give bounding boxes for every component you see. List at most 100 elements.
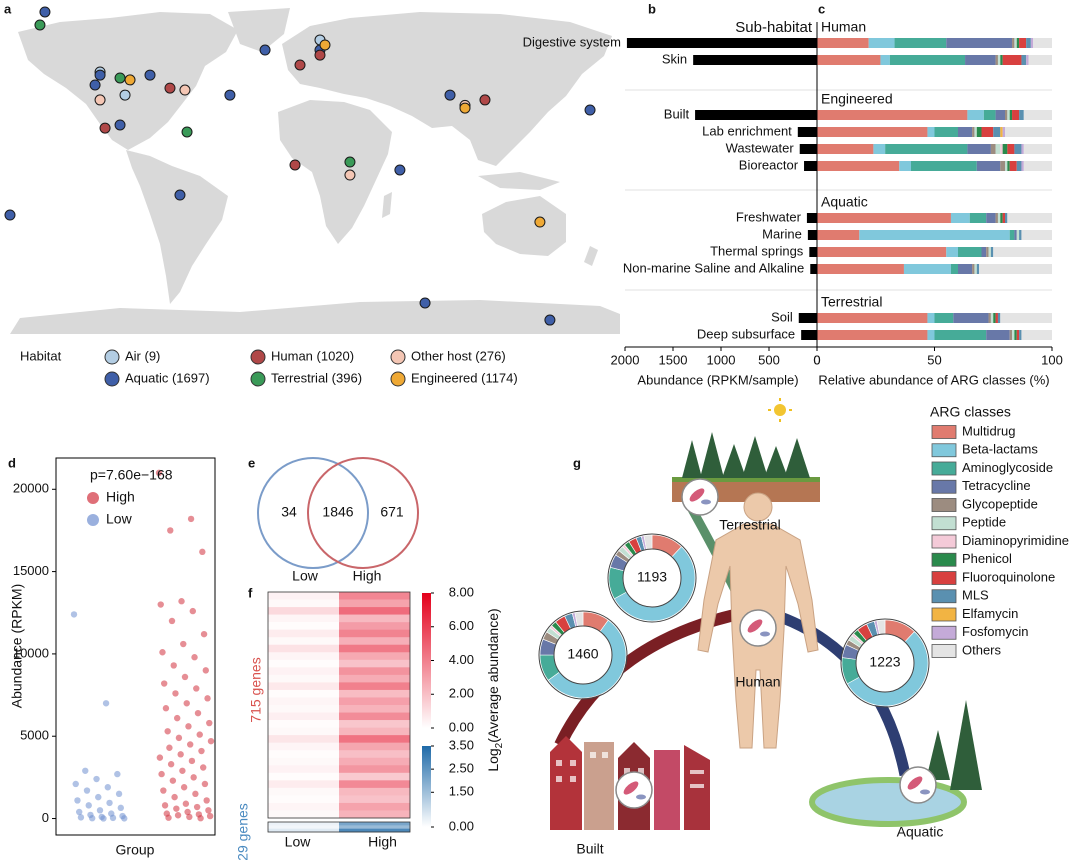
point: [82, 767, 89, 774]
point: [197, 815, 204, 822]
bar-segment: [1019, 230, 1022, 240]
heat-cell: [339, 720, 410, 728]
bar-segment: [1002, 144, 1008, 154]
bar-segment: [967, 144, 991, 154]
bar-segment: [1016, 330, 1020, 340]
bar-segment: [986, 247, 989, 257]
point: [183, 700, 190, 707]
point: [189, 607, 196, 615]
magnifiers: [615, 478, 937, 809]
point: [180, 784, 188, 791]
bar-segment: [1021, 55, 1027, 65]
bar-segment: [1021, 230, 1052, 240]
bar-segment: [1005, 161, 1008, 171]
legend-label: Glycopeptide: [962, 496, 1038, 511]
point: [70, 611, 78, 618]
legend-marker: [250, 371, 266, 387]
legend-swatch: [931, 625, 957, 640]
tree: [950, 700, 982, 790]
bar-segment: [927, 127, 935, 137]
column-label: High: [368, 834, 397, 850]
colorbar-tick-label: 3.50: [449, 737, 474, 752]
category-label: Marine: [762, 226, 802, 241]
bar-segment: [997, 55, 1001, 65]
node-label: Aquatic: [897, 824, 944, 840]
bar-segment: [946, 247, 958, 257]
heat-cell: [339, 644, 410, 653]
bar-segment: [993, 247, 1052, 257]
legend-label: Tetracycline: [962, 478, 1031, 493]
bar-segment: [988, 247, 991, 257]
bar-segment: [1019, 38, 1027, 48]
heat-cell: [339, 825, 410, 829]
group-label: Aquatic: [821, 194, 868, 210]
point: [179, 767, 186, 774]
heat-cell: [268, 795, 339, 804]
bar-segment: [993, 313, 996, 323]
bar-segment: [990, 247, 994, 257]
bar-segment: [1009, 110, 1013, 120]
venn-count: 34: [281, 504, 297, 520]
x-tick-label: 1500: [659, 352, 688, 367]
heat-cell: [268, 810, 339, 819]
bar-segment: [967, 110, 984, 120]
colorbar-tick-label: 1.50: [449, 784, 474, 799]
colorbar-tick-label: 0.00: [449, 719, 474, 734]
point: [166, 744, 173, 751]
legend-swatch: [931, 425, 957, 439]
point: [186, 813, 193, 821]
illustration: [550, 398, 982, 830]
legend-swatch: [931, 516, 957, 531]
category-label: Non-marine Saline and Alkaline: [623, 260, 804, 275]
heat-cell: [268, 637, 339, 646]
heat-cell: [339, 712, 410, 721]
point: [164, 728, 171, 735]
legend-marker: [104, 349, 120, 365]
point: [178, 598, 185, 605]
heat-cell: [339, 607, 410, 615]
legend-label: Beta-lactams: [962, 442, 1038, 457]
bar-segment: [1002, 55, 1022, 65]
point: [192, 790, 199, 798]
point: [171, 793, 178, 801]
legend-label: Human (1020): [271, 348, 354, 363]
set-label: High: [353, 568, 382, 584]
bar-segment: [817, 330, 928, 340]
colorbar-tick-label: 6.00: [449, 618, 474, 633]
point: [83, 787, 91, 794]
venn-count: 1846: [322, 504, 353, 520]
microbe: [636, 794, 646, 800]
tree: [682, 440, 702, 478]
heat-cell: [268, 720, 339, 728]
window: [556, 776, 562, 782]
window: [690, 784, 704, 788]
bar-segment: [976, 127, 982, 137]
legend-swatch: [931, 479, 957, 494]
antarctica: [10, 300, 620, 334]
building: [584, 742, 614, 830]
legend-label: Multidrug: [962, 423, 1015, 438]
bar: [693, 55, 817, 65]
colorbar: [422, 593, 431, 728]
heat-cell: [339, 689, 410, 698]
heat-cell: [268, 592, 339, 600]
bar-segment: [1016, 161, 1022, 171]
bar-segment: [873, 144, 886, 154]
bar-segment: [1000, 127, 1003, 137]
bar-segment: [1012, 110, 1020, 120]
heat-cell: [268, 682, 339, 691]
bar-segment: [995, 213, 998, 223]
x-tick-label: 2000: [611, 352, 640, 367]
point: [158, 770, 165, 778]
point: [201, 780, 209, 788]
chart-title: Sub-habitat: [735, 19, 813, 36]
heat-cell: [268, 735, 339, 743]
sample-point: [181, 126, 193, 138]
donut-hole: [553, 625, 613, 685]
window: [602, 752, 608, 758]
bar-segment: [981, 127, 994, 137]
colorbar-label-part: Log: [485, 748, 501, 771]
sample-point: [94, 94, 106, 106]
heat-cell: [268, 757, 339, 766]
bar-segment: [868, 38, 895, 48]
